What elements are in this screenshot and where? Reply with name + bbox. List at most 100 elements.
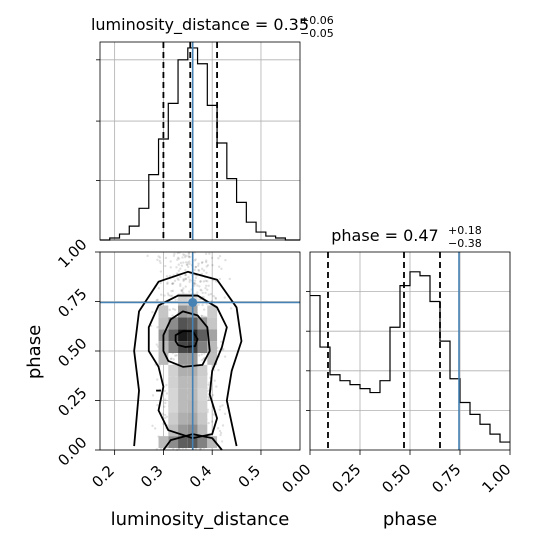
density-cell-38	[158, 305, 169, 318]
density-cell-55	[207, 317, 218, 330]
scatter-point	[228, 277, 231, 281]
scatter-point	[171, 289, 175, 293]
density-cell-54	[158, 317, 169, 330]
scatter-point	[182, 253, 185, 256]
scatter-point	[223, 355, 227, 358]
scatter-point	[219, 433, 222, 437]
density-cell-20	[178, 376, 188, 389]
density-cell-13	[207, 329, 218, 342]
scatter-point	[201, 303, 204, 307]
scatter-point	[213, 379, 216, 382]
scatter-point	[175, 354, 178, 357]
scatter-point	[173, 279, 177, 283]
density-cell-40	[168, 376, 179, 389]
ytick-label-joint-1: 0.25	[54, 384, 90, 420]
density-cell-9	[197, 341, 208, 353]
scatter-point	[200, 261, 204, 265]
density-cell-6	[178, 317, 188, 330]
scatter-point	[156, 326, 159, 329]
scatter-point	[182, 278, 185, 281]
scatter-point	[183, 278, 186, 281]
scatter-point	[208, 252, 211, 255]
scatter-point	[168, 274, 172, 278]
hist-line-phase	[310, 271, 510, 443]
xtick-label-joint-1: 0.3	[137, 462, 167, 492]
scatter-point	[220, 340, 223, 344]
density-cell-48	[168, 364, 179, 377]
scatter-point	[207, 395, 210, 399]
scatter-point	[222, 347, 225, 351]
density-cell-11	[197, 317, 208, 330]
scatter-point	[183, 255, 187, 259]
axes-frame-hist-phase	[309, 251, 511, 451]
scatter-point	[172, 254, 176, 258]
scatter-point	[188, 255, 192, 259]
scatter-point	[194, 265, 198, 269]
scatter-point	[171, 282, 174, 285]
scatter-point	[204, 291, 207, 295]
density-cell-33	[197, 436, 208, 449]
scatter-point	[187, 276, 190, 279]
scatter-point	[204, 286, 207, 290]
scatter-point	[207, 293, 210, 296]
scatter-point	[223, 296, 226, 299]
scatter-point	[166, 292, 170, 295]
scatter-point	[184, 268, 187, 272]
scatter-point	[193, 268, 196, 272]
scatter-point	[221, 404, 224, 407]
scatter-point	[151, 310, 154, 314]
scatter-point	[220, 267, 223, 271]
scatter-point	[217, 265, 221, 268]
scatter-point	[163, 294, 166, 297]
scatter-point	[197, 269, 200, 272]
scatter-point	[185, 263, 189, 266]
scatter-point	[164, 401, 167, 405]
scatter-point	[169, 260, 172, 263]
scatter-point	[155, 343, 158, 346]
scatter-point	[197, 269, 201, 272]
scatter-point	[158, 259, 161, 263]
scatter-point	[217, 368, 220, 372]
panel-hist-luminosity-distance: luminosity_distance = 0.35 +0.06 −0.05	[91, 14, 334, 241]
density-cell-45	[197, 400, 208, 413]
scatter-point	[176, 256, 180, 260]
density-cell-39	[207, 305, 218, 318]
panel-hist-phase: phase = 0.47 +0.18 −0.38 0.00 0.25 0.50 0.7…	[278, 224, 514, 530]
scatter-point	[187, 256, 191, 259]
scatter-point	[202, 269, 206, 272]
scatter-point	[207, 421, 210, 425]
scatter-point	[153, 427, 157, 430]
scatter-point	[188, 260, 191, 263]
scatter-point	[182, 279, 185, 283]
density-cell-0	[178, 329, 188, 342]
scatter-point	[206, 264, 210, 267]
scatter-point	[205, 259, 208, 262]
scatter-point	[197, 264, 200, 268]
scatter-point	[156, 258, 159, 262]
title-phase-sup: +0.18	[448, 224, 482, 237]
scatter-point	[177, 269, 181, 273]
scatter-point	[188, 290, 191, 293]
ytick-label-joint-4: 1.00	[54, 235, 90, 271]
scatter-point	[173, 308, 177, 312]
scatter-point	[196, 284, 199, 287]
scatter-point	[200, 315, 204, 318]
density-cell-34	[158, 436, 169, 449]
scatter-point	[164, 398, 167, 401]
scatter-point	[165, 383, 168, 387]
scatter-point	[179, 284, 182, 288]
scatter-point	[157, 255, 160, 258]
scatter-point	[177, 257, 181, 260]
density-cell-24	[178, 400, 188, 413]
density-cell-49	[197, 364, 208, 377]
scatter-point	[205, 265, 208, 268]
xtick-label-joint-3: 0.5	[235, 462, 265, 492]
density-cell-44	[168, 400, 179, 413]
scatter-point	[207, 397, 211, 400]
scatter-point	[200, 353, 204, 356]
scatter-point	[219, 405, 222, 408]
density-cell-36	[158, 352, 169, 365]
scatter-point	[185, 254, 188, 258]
scatter-point	[176, 277, 179, 280]
scatter-point	[174, 354, 177, 357]
